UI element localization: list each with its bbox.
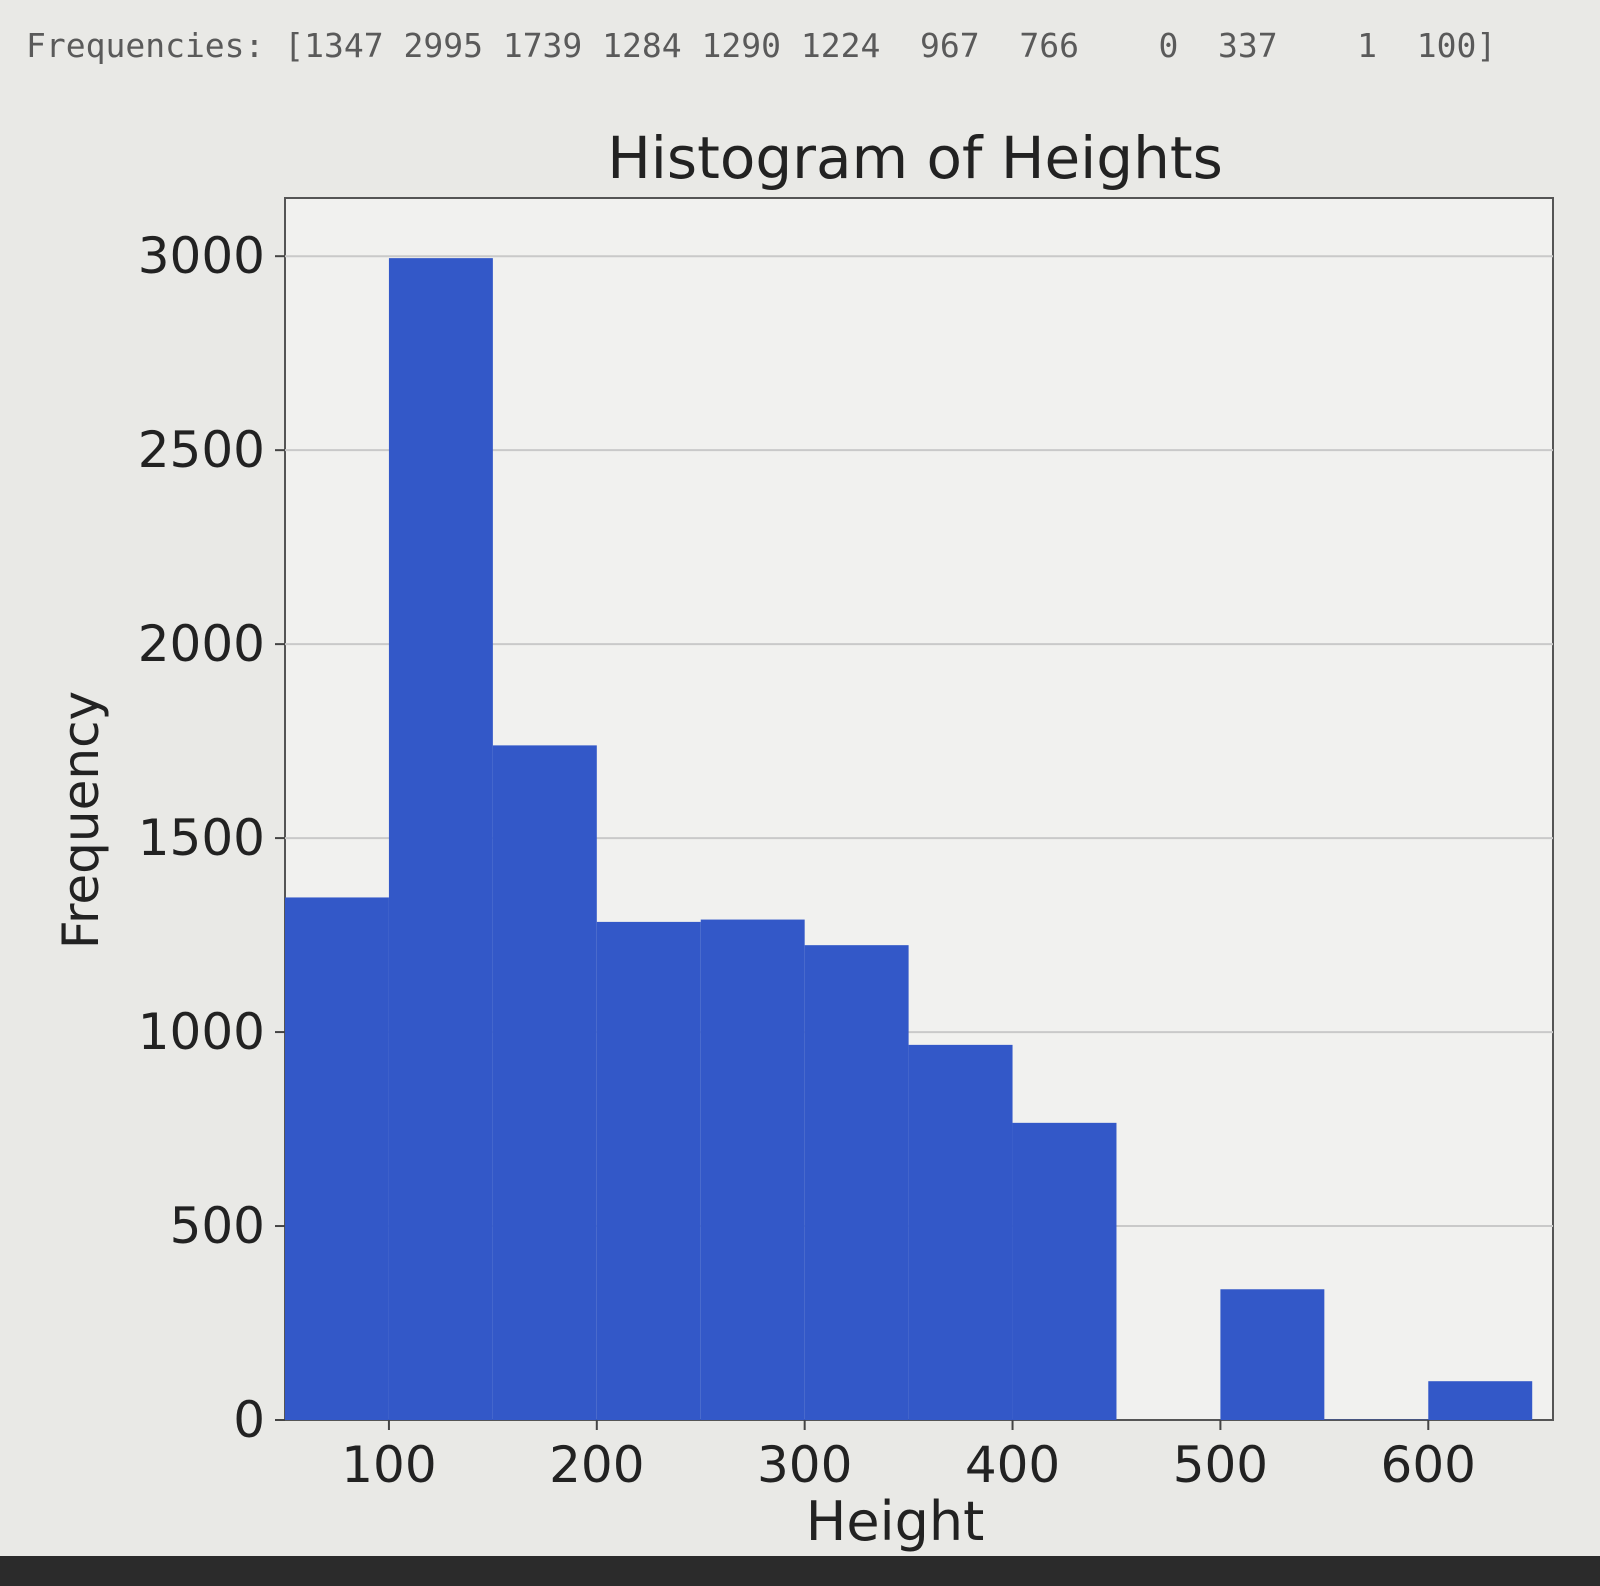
histogram-bar — [1220, 1289, 1325, 1420]
y-axis-label: Frequency — [52, 691, 110, 949]
y-tick-label: 1500 — [138, 809, 265, 867]
x-tick-label: 500 — [1173, 1436, 1268, 1494]
bars — [285, 258, 1533, 1421]
histogram-bar — [700, 919, 805, 1420]
chart-title: Histogram of Heights — [607, 124, 1223, 192]
y-tick-label: 2000 — [138, 615, 265, 673]
histogram-bar — [1428, 1381, 1533, 1420]
frequencies-output-text: Frequencies: [1347 2995 1739 1284 1290 1… — [26, 26, 1497, 65]
y-tick-label: 2500 — [138, 421, 265, 479]
x-tick-label: 600 — [1381, 1436, 1476, 1494]
y-tick-label: 3000 — [138, 227, 265, 285]
y-tick-label: 500 — [170, 1197, 265, 1255]
histogram-bar — [596, 921, 701, 1420]
x-tick-label: 200 — [549, 1436, 644, 1494]
histogram-bar — [804, 945, 909, 1420]
histogram-bar — [908, 1044, 1013, 1420]
x-axis-label: Height — [806, 1490, 985, 1553]
x-axis-ticks: 100 200 300 400 500 600 — [341, 1420, 1476, 1494]
x-tick-label: 300 — [757, 1436, 852, 1494]
histogram-bar — [388, 258, 493, 1421]
screen-bottom-edge — [0, 1556, 1600, 1586]
histogram-bar — [1012, 1122, 1117, 1420]
histogram-bar — [492, 745, 597, 1420]
y-axis-ticks: 0 500 1000 1500 2000 2500 3000 — [138, 227, 285, 1449]
y-tick-label: 1000 — [138, 1003, 265, 1061]
histogram-bar — [285, 897, 389, 1420]
x-tick-label: 400 — [965, 1436, 1060, 1494]
y-tick-label: 0 — [233, 1391, 265, 1449]
x-tick-label: 100 — [341, 1436, 436, 1494]
